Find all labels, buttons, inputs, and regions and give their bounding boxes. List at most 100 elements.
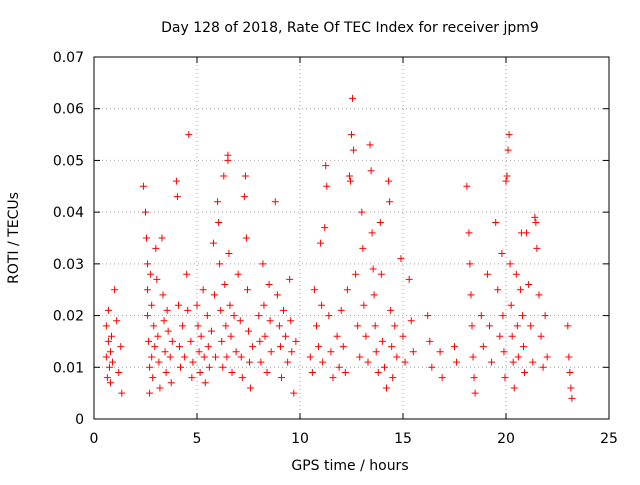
data-point [389, 374, 397, 382]
data-point [260, 301, 268, 309]
data-point [335, 363, 343, 371]
data-point [370, 291, 378, 299]
data-point [369, 265, 377, 273]
data-point [393, 353, 401, 361]
data-point [312, 322, 320, 330]
x-axis-title: GPS time / hours [291, 458, 408, 474]
data-point [397, 255, 405, 263]
data-point [144, 312, 152, 320]
x-tick-labels: 0 5 10 15 20 25 [90, 431, 618, 447]
data-point [504, 146, 512, 154]
data-point [166, 353, 174, 361]
data-point [241, 172, 249, 180]
data-point [479, 343, 487, 351]
data-point [292, 337, 300, 345]
data-point [339, 343, 347, 351]
data-point [181, 353, 189, 361]
data-point [222, 322, 230, 330]
data-point [451, 343, 458, 351]
data-point [341, 368, 349, 376]
y-tick-label: 0.07 [53, 50, 84, 66]
data-point [109, 358, 117, 366]
data-point [318, 301, 326, 309]
data-point [322, 162, 330, 170]
data-point [144, 260, 152, 268]
data-point [158, 234, 166, 242]
data-point [263, 368, 271, 376]
data-point [354, 322, 362, 330]
data-point [543, 353, 551, 361]
data-point [541, 312, 549, 320]
data-point [371, 322, 379, 330]
data-point [152, 244, 160, 252]
data-point [385, 177, 393, 185]
data-point [453, 358, 461, 366]
data-point [184, 306, 192, 314]
data-point [164, 327, 172, 335]
data-point [179, 322, 187, 330]
data-point [271, 198, 279, 206]
data-point [380, 363, 388, 371]
data-point [196, 368, 204, 376]
data-point [173, 193, 181, 201]
data-point [168, 337, 176, 345]
data-point [153, 275, 161, 283]
data-point [167, 379, 175, 387]
data-point [477, 312, 485, 320]
data-point [148, 301, 156, 309]
data-point [275, 322, 283, 330]
data-point [230, 312, 238, 320]
data-point [204, 343, 212, 351]
data-point [177, 363, 185, 371]
data-point [366, 141, 374, 149]
data-point [249, 343, 257, 351]
data-point [516, 286, 524, 294]
data-point [566, 368, 574, 376]
data-point [280, 306, 288, 314]
data-point [466, 260, 474, 268]
data-point [145, 337, 153, 345]
data-point [197, 332, 205, 340]
data-point [234, 270, 242, 278]
data-point [189, 358, 197, 366]
y-tick-label: 0.02 [53, 309, 84, 325]
data-point [469, 353, 477, 361]
data-point [494, 286, 502, 294]
data-point [246, 358, 254, 366]
data-point [256, 337, 264, 345]
data-point [150, 322, 158, 330]
x-tick-label: 5 [193, 431, 202, 447]
data-point [265, 281, 273, 289]
data-point [161, 348, 169, 356]
data-point [224, 156, 232, 164]
data-point [486, 322, 494, 330]
y-axis-title: ROTI / TECUs [6, 192, 22, 284]
data-point [348, 131, 355, 139]
data-point [286, 275, 294, 283]
data-point [358, 208, 366, 216]
data-point [356, 353, 364, 361]
data-point [391, 322, 399, 330]
y-tick-label: 0.03 [53, 257, 84, 273]
data-point [508, 332, 516, 340]
data-point [329, 374, 337, 382]
data-point [362, 332, 370, 340]
data-point [428, 363, 436, 371]
data-point [228, 368, 236, 376]
data-point [209, 239, 217, 247]
data-point [193, 301, 201, 309]
data-point [405, 275, 413, 283]
data-point [219, 363, 227, 371]
data-point [240, 193, 248, 201]
data-point [317, 239, 325, 247]
x-tick-label: 0 [90, 431, 99, 447]
data-point [513, 322, 521, 330]
data-point [227, 332, 235, 340]
data-point [308, 368, 316, 376]
grid [94, 57, 609, 419]
data-point [238, 374, 246, 382]
data-point [277, 374, 285, 382]
data-point [106, 348, 114, 356]
